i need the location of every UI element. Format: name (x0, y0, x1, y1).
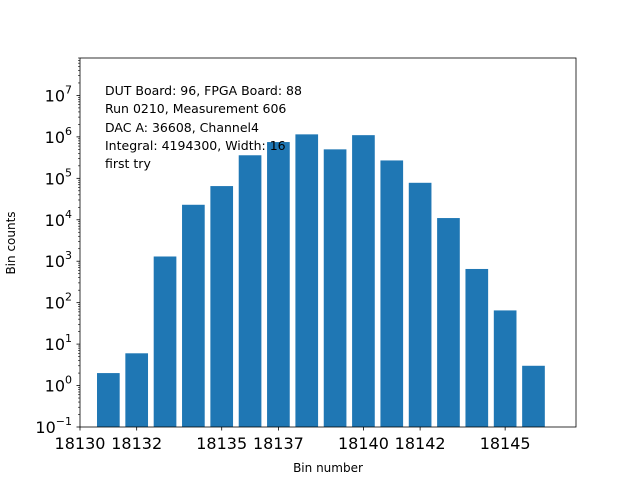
annotation-line: first try (105, 156, 151, 171)
x-tick-label: 18140 (338, 434, 389, 453)
annotation-line: DUT Board: 96, FPGA Board: 88 (105, 83, 302, 98)
histogram-bar (153, 256, 177, 427)
x-tick-label: 18132 (111, 434, 162, 453)
histogram-bar (465, 268, 489, 427)
histogram-bar (437, 218, 460, 427)
annotation-block: DUT Board: 96, FPGA Board: 88 Run 0210, … (105, 83, 302, 171)
bar-group (97, 134, 545, 428)
y-tick-label: 102 (45, 291, 72, 313)
y-tick-label: 106 (45, 125, 72, 147)
annotation-line: Integral: 4194300, Width: 16 (105, 138, 286, 153)
x-tick-label: 18137 (253, 434, 304, 453)
y-tick-label: 105 (45, 166, 72, 188)
y-axis-label: Bin counts (4, 211, 18, 274)
y-tick-label: 103 (45, 249, 72, 271)
annotation-line: DAC A: 36608, Channel4 (105, 120, 259, 135)
y-tick-label: 107 (45, 83, 72, 105)
histogram-bar (125, 353, 149, 427)
histogram-bar (522, 365, 545, 427)
histogram-bar (408, 182, 432, 427)
y-tick-label: 10−1 (35, 415, 72, 437)
x-tick-label: 18135 (196, 434, 247, 453)
y-tick-label: 100 (45, 374, 72, 396)
histogram-bar (323, 149, 347, 427)
histogram-bar (267, 142, 290, 427)
histogram-bar (352, 135, 375, 427)
x-axis-label: Bin number (293, 461, 363, 475)
y-tick-label: 104 (45, 208, 72, 230)
x-tick-label: 18142 (395, 434, 446, 453)
annotation-line: Run 0210, Measurement 606 (105, 101, 286, 116)
x-axis-ticks: 18130 18132 18135 18137 18140 18142 18145 (55, 427, 531, 453)
histogram-bar (210, 186, 234, 427)
plot-area-frame (79, 57, 577, 428)
histogram-bar (97, 373, 120, 427)
histogram-bar (182, 204, 205, 427)
histogram-bar (493, 310, 517, 427)
histogram-bar (238, 155, 262, 427)
y-tick-label: 101 (45, 332, 72, 354)
x-tick-label: 18130 (55, 434, 106, 453)
histogram-bar (380, 160, 404, 428)
histogram-bar (295, 134, 319, 428)
y-axis-ticks: 10−1 100 101 102 103 104 105 106 107 (35, 57, 80, 437)
x-tick-label: 18145 (480, 434, 531, 453)
